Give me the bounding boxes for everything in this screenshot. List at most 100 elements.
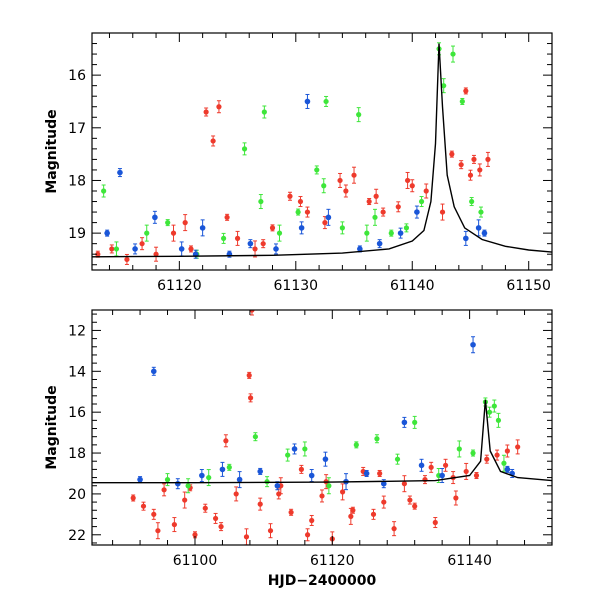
y-tick-label: 20 [68, 487, 86, 503]
data-point-green [258, 198, 264, 205]
data-point-green [285, 452, 291, 458]
data-point-red [391, 526, 397, 532]
data-point-blue [257, 468, 264, 475]
data-point-blue [274, 482, 281, 489]
bottom-panel: 61100 61120 61140 12 14 16 18 20 22 Magnitude HJD−… [44, 309, 553, 589]
model-curve [92, 399, 552, 484]
data-point-red [485, 156, 491, 162]
plot-frame [91, 309, 553, 546]
data-point-red [288, 509, 294, 515]
model-curve [92, 43, 552, 258]
data-point-red [304, 209, 311, 215]
data-point-red [155, 528, 161, 534]
data-point-green [101, 188, 107, 194]
data-point-red [153, 251, 159, 257]
data-point-red [351, 172, 357, 178]
data-point-green [470, 450, 476, 456]
series-red [95, 87, 491, 265]
data-point-red [337, 177, 343, 184]
data-point-blue [178, 246, 185, 252]
data-point-red [350, 507, 356, 513]
data-point-red [439, 209, 446, 215]
data-point-red [453, 495, 459, 501]
data-point-red [203, 109, 209, 115]
x-tick-label: 61150 [506, 278, 551, 294]
data-point-green [469, 198, 475, 205]
series-blue [104, 93, 488, 259]
data-point-green [113, 246, 120, 252]
data-point-blue [439, 472, 445, 479]
data-point-red [224, 214, 230, 220]
x-tick-label: 61140 [390, 278, 435, 294]
data-point-blue [152, 214, 158, 221]
data-point-blue [199, 472, 205, 479]
data-point-green [388, 230, 394, 236]
data-point-green [185, 483, 191, 489]
data-point-green [441, 83, 447, 89]
data-point-green [206, 474, 212, 481]
data-point-red [182, 497, 188, 503]
data-point-red [202, 505, 208, 511]
data-point-blue [376, 240, 383, 247]
data-point-blue [137, 476, 143, 483]
data-point-red [442, 462, 449, 468]
data-point-red [395, 204, 401, 210]
data-point-red [504, 448, 510, 454]
data-point-green [241, 146, 248, 152]
data-point-blue [363, 470, 370, 477]
data-point-red [471, 156, 477, 162]
series-green [164, 397, 507, 495]
data-point-blue [247, 240, 254, 247]
x-tick-label: 61100 [173, 553, 218, 569]
data-point-red [449, 151, 455, 157]
data-point-red [124, 256, 130, 263]
y-tick-label: 16 [68, 68, 86, 84]
data-point-red [473, 472, 480, 479]
data-point-red [407, 497, 413, 503]
data-point-green [418, 198, 425, 205]
data-point-red [304, 532, 311, 538]
data-point-red [218, 524, 224, 530]
data-point-red [246, 372, 252, 378]
data-point-green [456, 446, 462, 452]
data-point-blue [291, 446, 298, 452]
y-tick-label: 14 [68, 364, 86, 380]
data-point-green [495, 417, 502, 423]
data-point-red [269, 225, 276, 231]
data-point-blue [304, 98, 311, 105]
data-point-red [494, 452, 500, 458]
data-point-green [486, 409, 493, 415]
data-point-red [276, 491, 282, 497]
data-point-red [234, 235, 241, 241]
data-point-green [321, 183, 327, 189]
x-tick-label: 61130 [274, 278, 319, 294]
y-tick-label: 18 [68, 173, 86, 189]
data-point-green [261, 109, 267, 115]
data-point-green [501, 460, 507, 466]
data-point-blue [322, 456, 329, 462]
series-red [130, 310, 521, 545]
data-point-green [450, 51, 456, 57]
data-point-green [252, 434, 259, 440]
data-point-green [412, 419, 418, 425]
data-point-red [257, 501, 263, 507]
data-point-red [297, 198, 304, 205]
data-point-red [243, 534, 250, 540]
data-point-red [233, 491, 239, 497]
plot-area [92, 42, 552, 265]
data-point-blue [199, 225, 206, 231]
data-point-blue [470, 341, 476, 348]
data-point-green [364, 230, 370, 236]
data-point-green [374, 436, 380, 442]
y-tick-label: 12 [68, 323, 86, 339]
y-axis-label: Magnitude [44, 385, 60, 469]
data-point-red [260, 241, 266, 247]
data-point-red [252, 246, 258, 252]
data-point-green [356, 112, 362, 118]
data-point-green [403, 225, 410, 231]
y-tick-label: 22 [68, 528, 86, 544]
y-axis-label: Magnitude [44, 109, 60, 193]
data-point-red [267, 528, 274, 534]
data-point-red [484, 456, 490, 462]
data-point-red [192, 532, 198, 538]
